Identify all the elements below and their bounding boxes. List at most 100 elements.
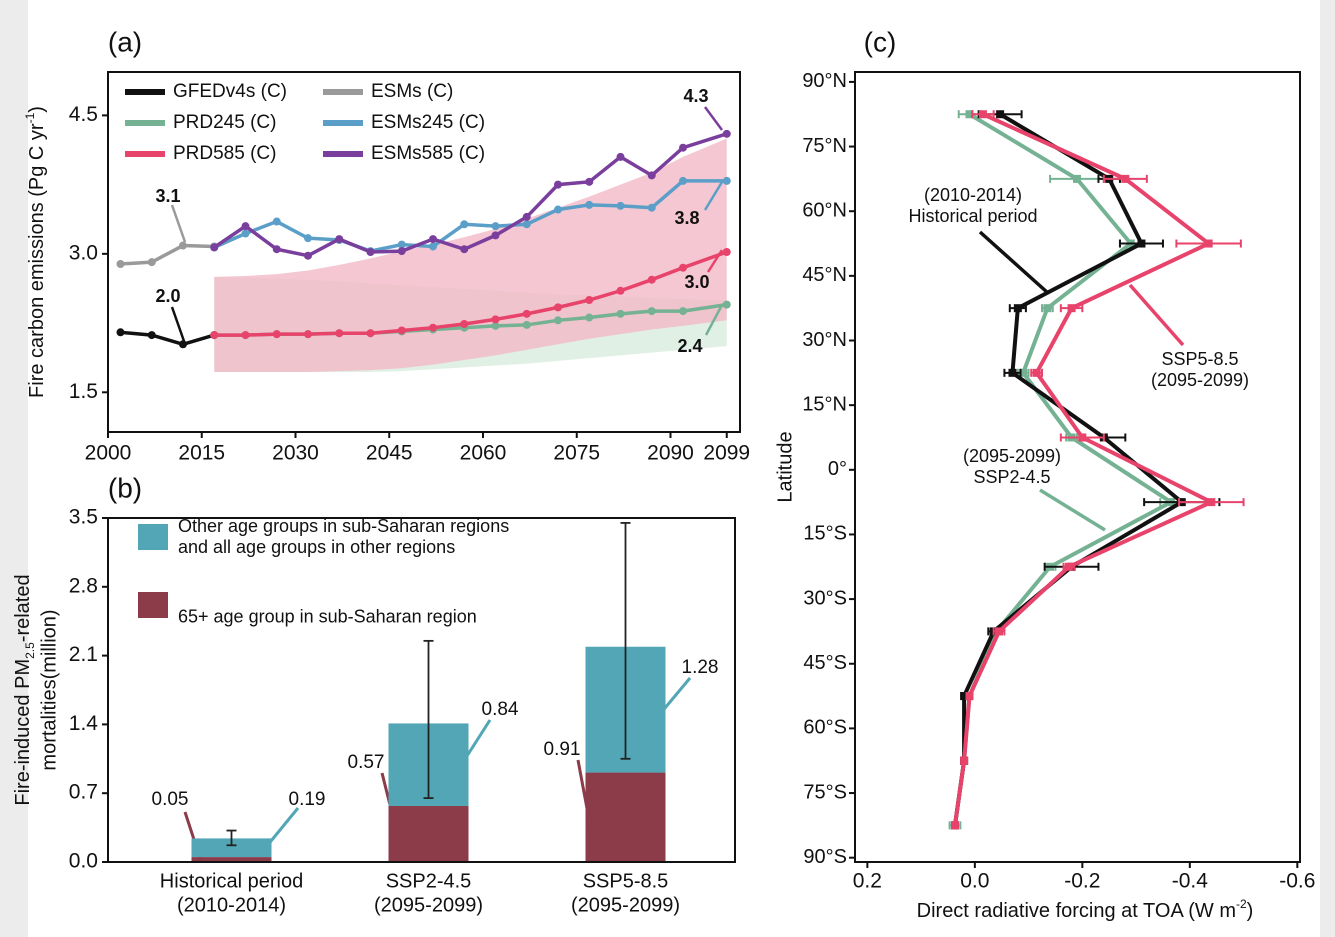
legend-label: Other age groups in sub-Saharan regions …	[178, 515, 510, 557]
point	[335, 329, 344, 338]
bar-segment	[191, 857, 272, 862]
y-tick-label: 15°N	[802, 393, 847, 415]
point	[1067, 304, 1076, 313]
annotation: SSP5-8.5 (2095-2099)	[1150, 348, 1250, 392]
point	[978, 110, 987, 119]
x-tick-label: 2045	[366, 442, 413, 465]
x-tick-label: -0.2	[1064, 870, 1100, 893]
label-part: )	[26, 106, 48, 113]
x-tick-label: 2015	[178, 442, 225, 465]
point	[397, 326, 406, 335]
annotation: 3.8	[674, 208, 699, 228]
point	[522, 320, 531, 329]
label-leader	[456, 719, 492, 771]
point	[522, 212, 531, 221]
annotation-leader	[1039, 488, 1106, 532]
x-tick-label: 2099	[703, 442, 750, 465]
annotation-leader	[170, 306, 187, 345]
point	[491, 222, 500, 231]
point	[116, 260, 125, 268]
label-part: )	[1247, 900, 1254, 922]
annotation-leader	[1128, 283, 1185, 347]
point	[585, 313, 594, 322]
point	[397, 240, 406, 249]
point	[1207, 498, 1216, 507]
point	[1078, 433, 1087, 442]
point	[304, 330, 312, 339]
point	[679, 307, 687, 316]
point	[1013, 304, 1022, 313]
point	[554, 205, 562, 214]
point	[210, 331, 219, 340]
x-tick-label: 0.2	[853, 870, 882, 893]
point	[241, 229, 250, 238]
point	[1032, 368, 1041, 377]
y-tick-label: 45°N	[802, 264, 847, 286]
point	[1072, 174, 1081, 183]
y-tick-label: 90°S	[803, 846, 847, 868]
legend-label: PRD245 (C)	[173, 112, 276, 133]
y-tick-label: 2.8	[69, 574, 98, 597]
point	[429, 323, 437, 332]
legend-swatch	[138, 592, 168, 618]
legend-swatch	[138, 524, 168, 550]
y-tick-label: 30°N	[802, 329, 847, 351]
annotation: 2.4	[677, 336, 702, 356]
y-tick-label: 0.0	[69, 850, 98, 873]
label-part: Direct radiative forcing at TOA (W m	[917, 900, 1236, 922]
point	[554, 303, 562, 312]
x-axis-title: Direct radiative forcing at TOA (W m-2)	[917, 897, 1254, 922]
point	[210, 243, 219, 252]
y-tick-label: 30°S	[803, 587, 847, 609]
label-leader	[576, 759, 593, 831]
point	[554, 180, 562, 189]
panel-label: (b)	[108, 472, 142, 503]
uncertainty-band	[214, 138, 727, 372]
point	[585, 177, 594, 186]
y-tick-label: 90°N	[802, 70, 847, 92]
point	[366, 329, 375, 338]
point	[1064, 562, 1073, 571]
label-part: 2.5	[23, 642, 37, 659]
point	[460, 245, 469, 254]
legend-label: ESMs585 (C)	[371, 143, 485, 164]
annotation-leader	[703, 181, 724, 211]
value-label: 1.28	[682, 657, 719, 678]
y-tick-label: 2.1	[69, 643, 98, 666]
x-tick-label: 2030	[272, 442, 319, 465]
point	[647, 275, 656, 284]
x-tick-label: SSP5-8.5 (2095-2099)	[571, 870, 680, 916]
x-tick-label: 2075	[553, 442, 600, 465]
point	[460, 320, 469, 328]
label-part: Fire-induced PM	[12, 659, 34, 806]
legend-label: GFEDv4s (C)	[173, 81, 287, 102]
point	[960, 692, 969, 701]
panel-label: (a)	[108, 26, 142, 57]
point	[491, 321, 500, 330]
annotation-leader	[704, 304, 724, 336]
y-tick-label: 3.0	[69, 241, 98, 264]
point	[335, 235, 344, 244]
point	[241, 331, 250, 340]
y-tick-label: 75°N	[802, 135, 847, 157]
point	[616, 201, 625, 210]
point	[616, 286, 625, 295]
point	[647, 203, 656, 212]
point	[722, 129, 731, 138]
label-part: -2	[1236, 897, 1247, 911]
point	[647, 307, 656, 316]
legend-label: ESMs245 (C)	[371, 112, 485, 133]
annotation-leader	[703, 106, 724, 131]
annotation: 3.1	[155, 186, 180, 206]
point	[965, 110, 974, 119]
point	[679, 176, 687, 185]
bar-segment	[585, 772, 666, 862]
value-label: 0.57	[348, 752, 385, 773]
x-tick-label: SSP2-4.5 (2095-2099)	[374, 870, 483, 916]
x-tick-label: -0.4	[1172, 870, 1209, 893]
series-line	[120, 330, 215, 347]
label-leader	[653, 677, 692, 721]
y-tick-label: 0°	[828, 458, 847, 480]
point	[366, 248, 375, 256]
y-axis-title: Fire-induced PM2.5-related	[12, 574, 37, 805]
